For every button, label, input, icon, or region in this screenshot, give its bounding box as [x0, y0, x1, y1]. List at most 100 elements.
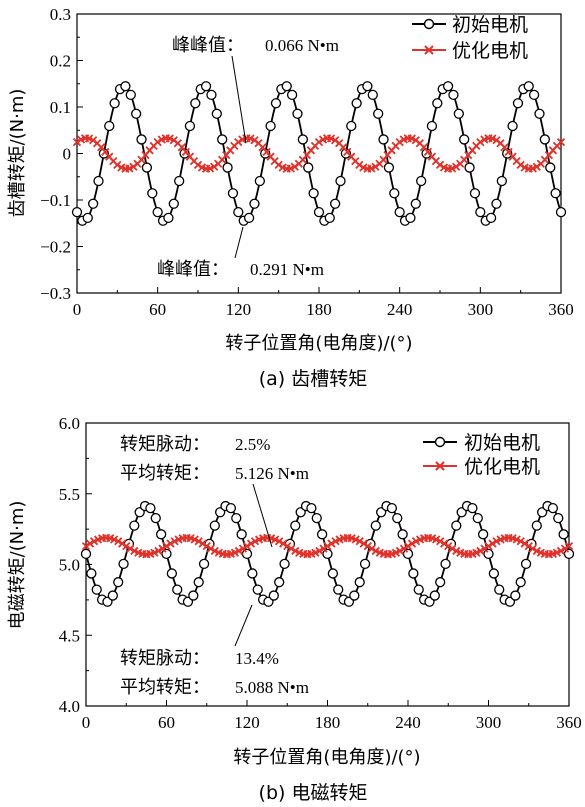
data-point: [225, 502, 237, 514]
data-point: [539, 134, 551, 145]
data-point: [104, 120, 115, 132]
data-point: [297, 134, 309, 145]
data-point: [394, 206, 405, 218]
data-point: [397, 529, 408, 540]
data-point: [316, 529, 328, 540]
data-point: [274, 577, 285, 588]
data-point: [370, 520, 381, 531]
data-point: [200, 81, 212, 92]
data-point: [392, 512, 403, 524]
data-point: [355, 160, 364, 170]
x-axis-label: 转子位置角(电角度)/(°): [233, 747, 420, 768]
data-point: [166, 539, 175, 548]
y-tick-label: 6.0: [59, 414, 80, 433]
x-tick-label: 60: [158, 713, 175, 732]
data-point: [477, 529, 489, 540]
data-point: [168, 198, 179, 209]
data-point: [311, 512, 322, 524]
annotation-leader: [234, 226, 244, 259]
annotation-value-ripple: 13.4%: [235, 649, 279, 668]
data-point: [550, 188, 561, 199]
data-point: [476, 137, 485, 147]
chart-caption: (a) 齿槽转矩: [259, 368, 368, 390]
data-point: [206, 89, 217, 101]
x-tick-label: 240: [395, 713, 421, 732]
data-point: [193, 160, 203, 170]
annotation-label: 峰峰值：: [157, 259, 229, 280]
legend-label-optimized: 优化电机: [464, 456, 540, 478]
data-point: [126, 544, 135, 553]
data-point: [323, 541, 332, 551]
data-point: [281, 81, 292, 92]
data-point: [184, 120, 196, 132]
data-point: [193, 577, 204, 588]
data-point: [265, 120, 276, 132]
chart-cogging-torque: 0 60 120 180 240 300 360 −0.3 −0.2 −0.1 0 0.1 0.2 0.3…: [7, 5, 574, 390]
data-point: [87, 198, 99, 209]
x-tick-label: 300: [476, 713, 502, 732]
data-point: [435, 577, 446, 588]
data-point: [279, 558, 290, 570]
annotation-value-ripple: 2.5%: [235, 435, 270, 454]
data-point: [118, 558, 129, 570]
data-point: [475, 206, 486, 218]
data-point: [231, 512, 242, 524]
data-point: [399, 544, 409, 553]
data-point: [444, 541, 453, 551]
data-point: [410, 198, 421, 209]
data-point: [476, 546, 485, 556]
annotation-initial: 峰峰值： 0.291 N•m: [157, 226, 324, 280]
data-point: [107, 590, 118, 601]
data-point: [407, 539, 417, 548]
y-tick-label: 5.0: [59, 556, 80, 575]
x-tick-label: 0: [73, 300, 82, 319]
data-point: [188, 590, 199, 601]
data-point: [86, 568, 97, 579]
data-point: [122, 541, 131, 551]
data-point: [120, 81, 131, 92]
data-point: [275, 537, 284, 546]
data-point: [145, 502, 156, 514]
annotation-leader: [252, 483, 273, 548]
data-point: [547, 502, 559, 514]
data-point: [158, 544, 167, 553]
x-tick-label: 120: [234, 713, 260, 732]
data-point: [166, 568, 178, 579]
data-point: [141, 162, 153, 173]
series-line: [76, 84, 562, 223]
x-tick-label: 120: [226, 300, 252, 319]
data-point: [367, 89, 378, 101]
data-point: [553, 512, 564, 524]
data-point: [349, 590, 360, 601]
data-point: [416, 175, 427, 187]
data-point: [163, 212, 174, 223]
data-point: [249, 198, 260, 209]
data-point: [556, 137, 566, 147]
data-point: [242, 541, 252, 551]
data-point: [206, 544, 215, 553]
data-point: [359, 539, 368, 548]
data-point: [190, 98, 201, 109]
data-point: [129, 520, 140, 531]
data-point: [459, 134, 470, 145]
data-point: [453, 108, 464, 119]
annotation-leader: [231, 55, 247, 144]
data-point: [448, 89, 459, 101]
data-point: [436, 537, 445, 546]
y-tick-label: 4.0: [59, 697, 80, 716]
y-tick-label: 0.3: [50, 5, 71, 24]
data-point: [367, 544, 376, 553]
y-axis-label: 电磁转矩/(N·m): [7, 501, 28, 630]
annotation-label-average: 平均转矩：: [120, 677, 210, 698]
data-point: [531, 520, 542, 531]
x-tick-label: 180: [315, 713, 341, 732]
data-point: [355, 537, 364, 546]
data-point: [524, 541, 533, 551]
data-point: [153, 137, 162, 147]
data-point: [81, 541, 91, 551]
y-tick-label: 0.2: [50, 52, 71, 71]
annotation-value: 0.291 N•m: [250, 260, 324, 279]
data-point: [515, 577, 526, 588]
data-point: [408, 568, 419, 579]
data-point: [71, 206, 83, 218]
